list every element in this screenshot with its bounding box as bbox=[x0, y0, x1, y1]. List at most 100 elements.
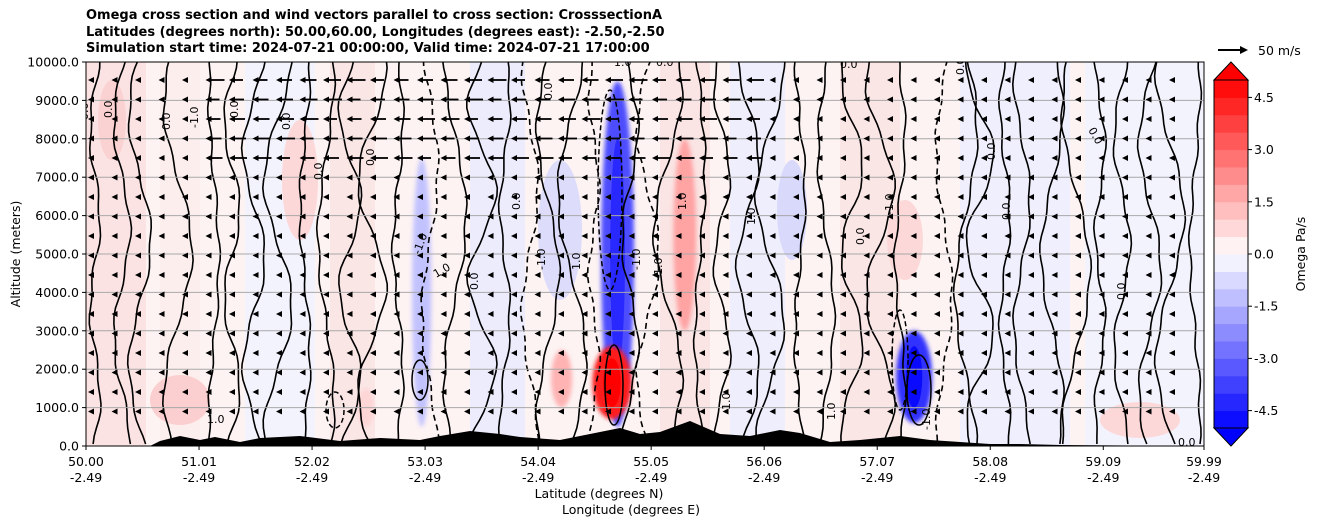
wind-vector-head bbox=[440, 369, 447, 376]
x-tick-label-lat: 50.00 bbox=[68, 454, 104, 469]
wind-vector-head bbox=[605, 272, 611, 278]
wind-vector-head bbox=[887, 389, 893, 395]
wind-vector-head bbox=[88, 350, 94, 356]
wind-vector-head bbox=[1028, 96, 1034, 103]
wind-vector-head bbox=[135, 311, 141, 317]
wind-vector-head bbox=[1075, 350, 1081, 356]
wind-vector-head bbox=[840, 77, 846, 83]
wind-vector-head bbox=[840, 252, 846, 259]
wind-vector-head bbox=[628, 252, 635, 259]
gridlines bbox=[86, 99, 1204, 409]
colorbar-level bbox=[1214, 201, 1248, 220]
wind-vector-head bbox=[440, 135, 447, 142]
contour-label: 0.0 bbox=[468, 273, 481, 291]
wind-vector-head bbox=[722, 330, 729, 337]
contour-label: 1.0 bbox=[745, 208, 758, 226]
wind-vector-head bbox=[229, 389, 235, 395]
wind-vector-head bbox=[88, 291, 94, 298]
contour-line bbox=[1153, 62, 1187, 445]
wind-vector-head bbox=[1051, 233, 1058, 239]
wind-vector-head bbox=[346, 213, 353, 220]
wind-vector-head bbox=[863, 350, 870, 356]
wind-vector-head bbox=[393, 369, 400, 376]
wind-vector-head bbox=[1169, 96, 1175, 103]
wind-vector-head bbox=[1028, 233, 1034, 239]
wind-vector-head bbox=[863, 389, 870, 395]
wind-vector-head bbox=[1051, 174, 1058, 181]
wind-vector-head bbox=[746, 408, 752, 415]
contour-line bbox=[161, 62, 194, 445]
wind-vector-head bbox=[816, 174, 823, 181]
wind-vector-head bbox=[88, 233, 94, 239]
wind-vector-head bbox=[229, 330, 235, 337]
wind-vector-head bbox=[887, 194, 893, 200]
wind-vector-head bbox=[346, 96, 353, 103]
wind-vector-head bbox=[628, 96, 635, 103]
colorbar-tick-label: -4.5 bbox=[1254, 403, 1278, 418]
wind-vector-head bbox=[1028, 311, 1034, 317]
wind-vector-head bbox=[111, 389, 118, 395]
wind-vector-head bbox=[276, 135, 282, 142]
wind-vector-head bbox=[111, 155, 118, 161]
wind-vector-head bbox=[299, 408, 306, 415]
wind-vector-head bbox=[863, 213, 870, 220]
wind-vector-head bbox=[182, 194, 188, 200]
x-tick-label-lat: 55.05 bbox=[633, 454, 669, 469]
wind-vector-head bbox=[1098, 369, 1105, 376]
terrain bbox=[86, 421, 1204, 446]
wind-vector-head bbox=[769, 135, 776, 142]
wind-vector-head bbox=[746, 155, 752, 161]
wind-vector-head bbox=[299, 194, 306, 200]
wind-vector-head bbox=[699, 252, 705, 259]
colorbar-tick-label: -3.0 bbox=[1254, 351, 1278, 366]
wind-vector-head bbox=[487, 233, 494, 239]
wind-vector-head bbox=[1051, 96, 1058, 103]
wind-vector-head bbox=[393, 155, 400, 161]
wind-vector-head bbox=[1004, 311, 1011, 317]
wind-vector-head bbox=[957, 369, 964, 376]
y-tick-label: 1000.0 bbox=[35, 400, 79, 415]
contour-line bbox=[620, 62, 641, 445]
wind-vector-head bbox=[487, 135, 494, 142]
wind-vector-head bbox=[769, 174, 776, 181]
wind-vector-head bbox=[205, 291, 212, 298]
wind-vector-head bbox=[1145, 213, 1152, 220]
contour-line bbox=[315, 62, 337, 445]
wind-vector-head bbox=[417, 272, 423, 278]
wind-vector-head bbox=[957, 96, 964, 103]
wind-vector-head bbox=[88, 194, 94, 200]
wind-vector-head bbox=[957, 311, 964, 317]
wind-vector-head bbox=[346, 408, 353, 415]
wind-vector-head bbox=[1004, 408, 1011, 415]
wind-vector-head bbox=[346, 350, 353, 356]
wind-vector-head bbox=[487, 330, 494, 337]
wind-vector-head bbox=[370, 389, 376, 395]
wind-vector-head bbox=[135, 135, 141, 142]
wind-vector-head bbox=[1145, 408, 1152, 415]
wind-vector-head bbox=[299, 96, 306, 103]
wind-vector-head bbox=[675, 155, 682, 161]
wind-vector-head bbox=[1169, 174, 1175, 181]
wind-vector-head bbox=[88, 272, 94, 278]
contour-line bbox=[734, 62, 760, 445]
wind-vector-head bbox=[370, 135, 376, 142]
wind-vector-head bbox=[840, 194, 846, 200]
wind-vector-head bbox=[205, 311, 212, 317]
wind-vector-head bbox=[440, 116, 447, 122]
wind-vector-head bbox=[605, 252, 611, 259]
wind-vector-head bbox=[323, 96, 329, 103]
wind-vector-head bbox=[887, 311, 893, 317]
wind-vector-head bbox=[323, 369, 329, 376]
wind-vector-head bbox=[205, 408, 212, 415]
wind-vector-head bbox=[981, 350, 987, 356]
wind-vector-head bbox=[1075, 389, 1081, 395]
wind-vector-head bbox=[887, 330, 893, 337]
wind-vector-head bbox=[793, 330, 799, 337]
wind-vector-head bbox=[628, 155, 635, 161]
x-tick-label-lat: 51.01 bbox=[181, 454, 217, 469]
wind-vector-head bbox=[417, 408, 423, 415]
wind-vector-head bbox=[111, 174, 118, 181]
wind-vector-head bbox=[182, 116, 188, 122]
wind-vector-head bbox=[323, 311, 329, 317]
wind-vector-head bbox=[511, 330, 517, 337]
